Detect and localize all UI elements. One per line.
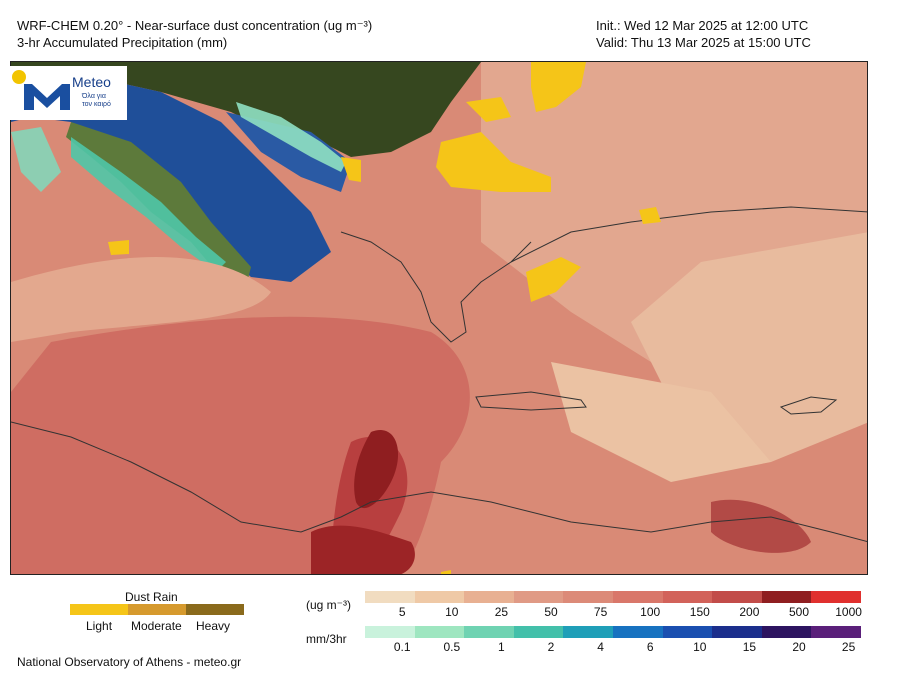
dust-scale-tick-label: 10 — [445, 605, 459, 619]
dust-scale-unit: (ug m⁻³) — [306, 598, 351, 612]
rain-scale-bin-3 — [513, 626, 564, 638]
dust-field-tunisia-edge — [11, 257, 271, 342]
dust-scale-bin-1 — [414, 591, 465, 603]
dust-rain-patch-2 — [466, 97, 511, 122]
dust-field-levant-light — [551, 362, 771, 482]
dust-rain-patch-7 — [108, 240, 129, 255]
rain-scale-bin-8 — [761, 626, 812, 638]
dust-scale-bin-8 — [761, 591, 812, 603]
cyprus-coastline — [779, 396, 838, 415]
dust-scale-bin-5 — [612, 591, 663, 603]
dust-colorbar-ticks: 5 10 25 50 75 100 150 200 500 1000 — [365, 605, 862, 619]
dust-scale-bin-3 — [513, 591, 564, 603]
dust-rain-patch-3 — [436, 132, 551, 192]
map-subtitle: 3-hr Accumulated Precipitation (mm) — [17, 35, 228, 50]
rain-scale-bin-5 — [612, 626, 663, 638]
rain-scale-tick-label: 10 — [693, 640, 707, 654]
dust-field-central-plume — [11, 316, 470, 574]
logo-tagline: Όλα για τον καιρό — [82, 93, 111, 108]
map-title: WRF-CHEM 0.20° - Near-surface dust conce… — [17, 18, 373, 33]
rain-scale-bin-1 — [414, 626, 465, 638]
dust-rain-swatch-heavy — [186, 604, 244, 615]
dust-rain-swatch-moderate — [128, 604, 186, 615]
dust-colorbar — [365, 591, 861, 603]
north-africa-coastline — [11, 421, 867, 542]
logo-brand: Meteo — [72, 74, 111, 90]
greece-coastline — [340, 231, 532, 343]
rain-scale-tick-label: 0.1 — [393, 640, 411, 654]
dust-rain-patch-4 — [341, 157, 361, 182]
dust-scale-tick-label: 100 — [640, 605, 661, 619]
dust-forecast-map — [10, 61, 868, 575]
dust-rain-label-light: Light — [86, 619, 113, 633]
dust-scale-bin-0 — [365, 591, 415, 603]
dust-scale-bin-2 — [464, 591, 514, 603]
dust-rain-patch-5 — [526, 257, 581, 302]
rain-colorbar — [365, 626, 861, 638]
adriatic-sea — [226, 112, 351, 192]
rain-scale-tick-label: 1 — [498, 640, 505, 654]
rain-scale-bin-6 — [662, 626, 713, 638]
crete-coastline — [475, 391, 587, 411]
rain-scale-tick-label: 0.5 — [443, 640, 461, 654]
dust-scale-tick-label: 50 — [544, 605, 558, 619]
rain-scale-tick-label: 4 — [597, 640, 604, 654]
dust-scale-tick-label: 200 — [739, 605, 760, 619]
dust-scale-bin-6 — [662, 591, 713, 603]
dust-scale-tick-label: 5 — [398, 605, 406, 619]
rain-scale-bin-9 — [811, 626, 861, 638]
rain-scale-tick-label: 6 — [646, 640, 654, 654]
meteo-logo: Meteo Όλα για τον καιρό — [10, 66, 127, 120]
dust-scale-bin-9 — [811, 591, 861, 603]
sun-icon — [12, 70, 26, 84]
rain-scale-bin-7 — [712, 626, 762, 638]
rain-scale-bin-4 — [563, 626, 613, 638]
dust-rain-label-heavy: Heavy — [196, 619, 231, 633]
init-time: Init.: Wed 12 Mar 2025 at 12:00 UTC — [596, 18, 809, 33]
dust-scale-tick-label: 150 — [689, 605, 710, 619]
rain-scale-unit: mm/3hr — [306, 632, 347, 646]
meteo-m-icon — [24, 84, 70, 110]
dust-scale-tick-label: 25 — [494, 605, 509, 619]
footer-credit: National Observatory of Athens - meteo.g… — [17, 655, 242, 669]
dust-rain-legend-title: Dust Rain — [125, 590, 178, 604]
dust-field-southern-core — [311, 525, 415, 574]
turkey-coastline — [510, 206, 867, 263]
rain-scale-bin-2 — [464, 626, 514, 638]
dust-field-egypt-core — [711, 499, 811, 553]
dust-scale-bin-7 — [712, 591, 762, 603]
dust-scale-tick-label: 75 — [593, 605, 608, 619]
dust-scale-bin-4 — [563, 591, 613, 603]
rain-scale-tick-label: 25 — [841, 640, 856, 654]
rain-band-italy — [71, 137, 226, 272]
dust-rain-patch-8 — [441, 570, 451, 574]
dust-rain-patch-6 — [639, 207, 661, 224]
rain-scale-bin-0 — [365, 626, 415, 638]
dust-scale-tick-label: 500 — [788, 605, 810, 619]
dust-rain-patch-1 — [531, 62, 586, 112]
rain-scale-tick-label: 2 — [547, 640, 555, 654]
dust-rain-swatch-light — [70, 604, 128, 615]
dust-scale-tick-label: 1000 — [835, 605, 862, 619]
valid-time: Valid: Thu 13 Mar 2025 at 15:00 UTC — [596, 35, 811, 50]
rain-scale-tick-label: 15 — [742, 640, 757, 654]
rain-colorbar-ticks: 0.1 0.5 1 2 4 6 10 15 20 25 — [365, 640, 861, 654]
rain-band-adriatic — [236, 102, 346, 172]
dust-rain-label-moderate: Moderate — [131, 619, 182, 633]
rain-scale-tick-label: 20 — [792, 640, 806, 654]
dust-field-max-core — [354, 430, 399, 509]
rain-band-sardinia — [11, 127, 61, 192]
